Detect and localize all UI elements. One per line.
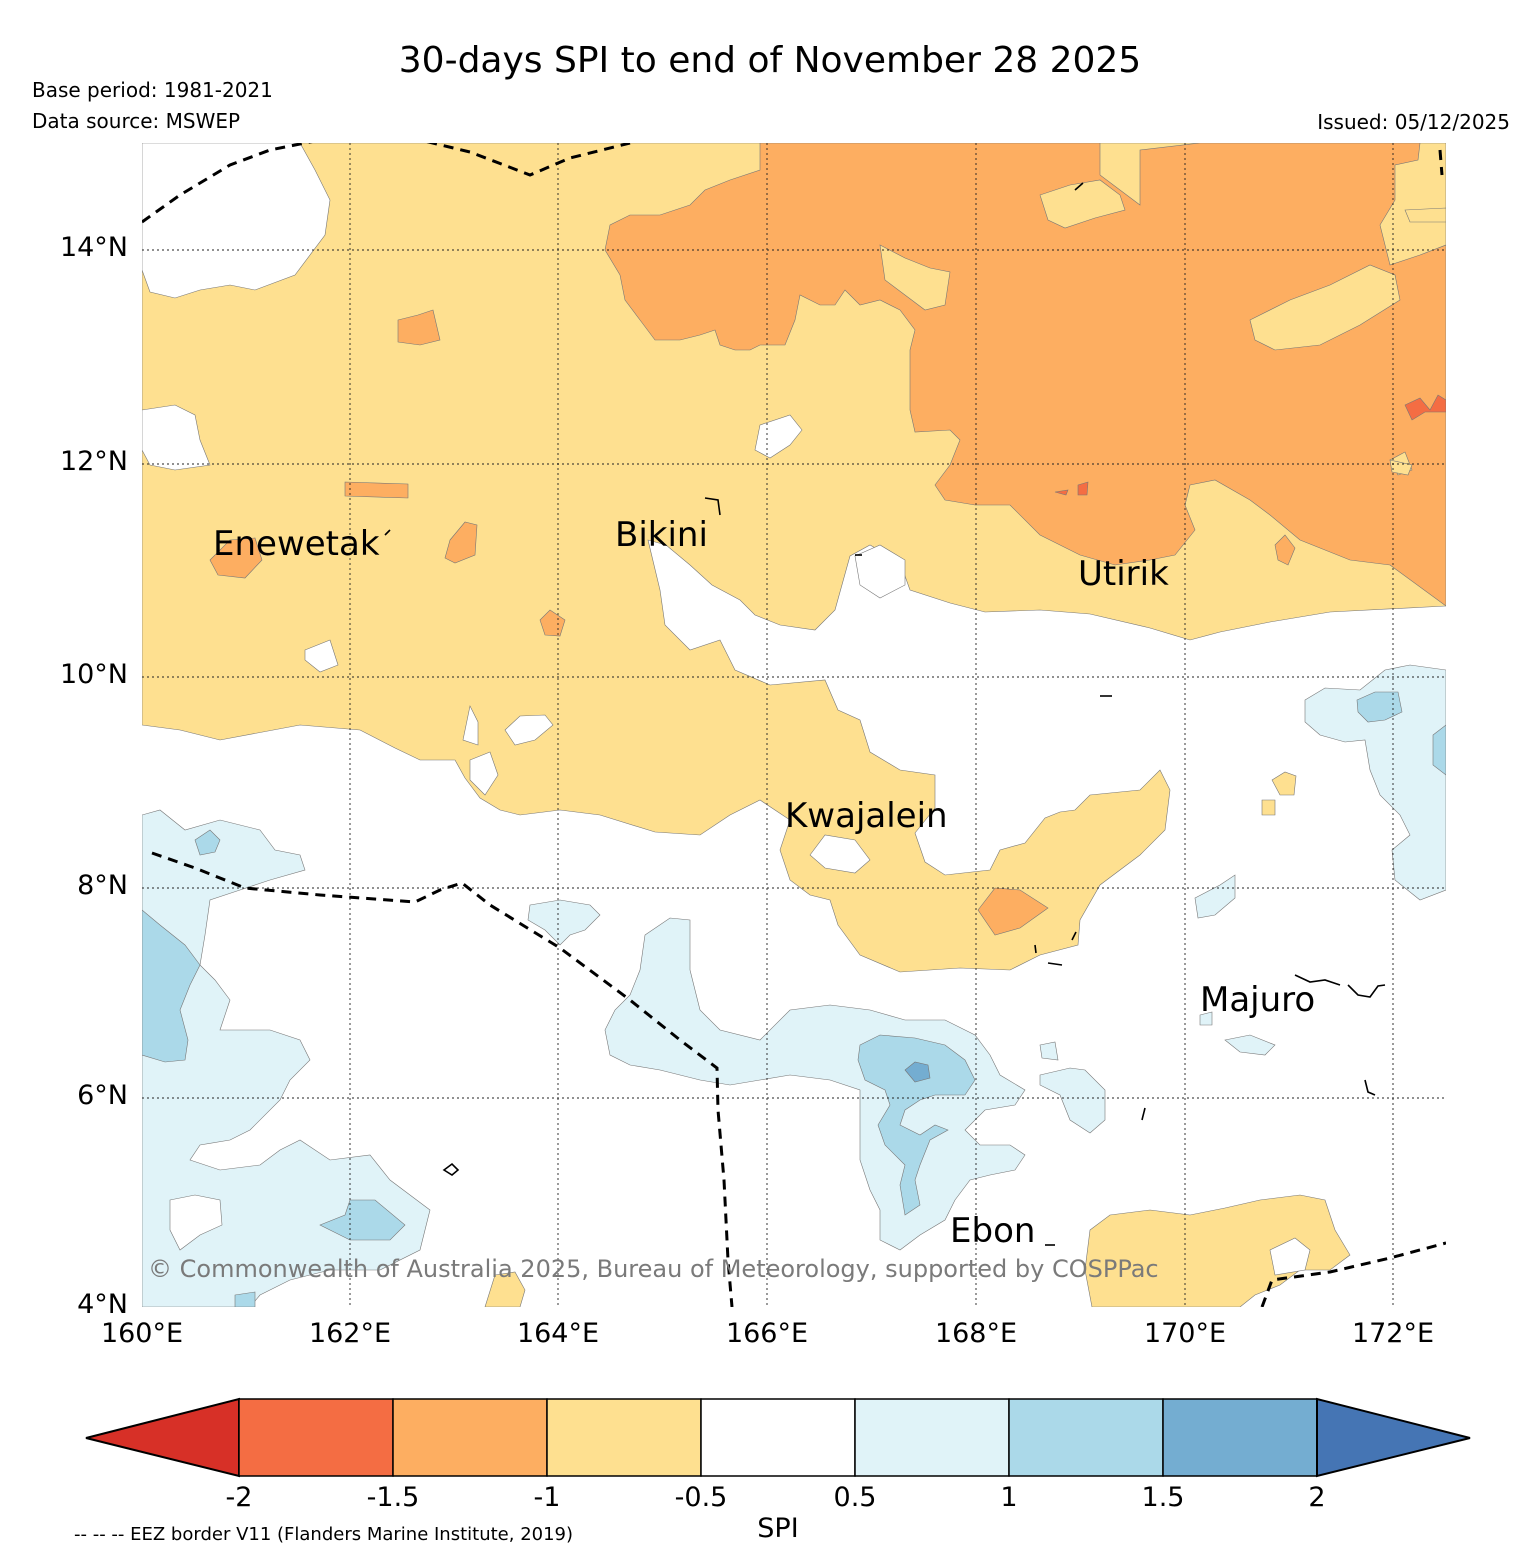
spi-patch-red bbox=[1077, 481, 1089, 496]
spi-hole bbox=[304, 639, 339, 673]
colorbar-tick-2: 2 bbox=[1308, 1482, 1326, 1513]
spi-patch bbox=[539, 609, 566, 637]
spi-hole bbox=[142, 404, 211, 471]
lat-label-6n: 6°N bbox=[77, 1080, 128, 1111]
colorbar-tick-1.5: 1.5 bbox=[1141, 1482, 1185, 1513]
colorbar-tick-neg2: -2 bbox=[225, 1482, 253, 1513]
spi-patch bbox=[209, 537, 263, 579]
spi-patch bbox=[1271, 771, 1297, 796]
spi-hole bbox=[462, 705, 479, 746]
lat-label-14n: 14°N bbox=[59, 232, 128, 263]
colorbar-tick-neg1: -1 bbox=[533, 1482, 561, 1513]
spi-patch bbox=[1389, 459, 1413, 476]
spi-hole bbox=[169, 1194, 223, 1251]
spi-island bbox=[1039, 179, 1126, 229]
spi-patch bbox=[484, 1271, 526, 1307]
spi-hole bbox=[469, 751, 499, 796]
spi-island bbox=[879, 244, 951, 311]
spi-patch bbox=[444, 521, 478, 564]
spi-patch bbox=[977, 887, 1049, 936]
colorbar-tick-neg0.5: -0.5 bbox=[674, 1482, 728, 1513]
spi-island bbox=[1404, 207, 1446, 223]
spi-region-yellow-south bbox=[1084, 1194, 1351, 1307]
lon-label-172e: 172°E bbox=[1351, 1318, 1435, 1349]
colorbar-tick-1: 1 bbox=[1000, 1482, 1018, 1513]
atoll-outlines bbox=[384, 182, 1386, 1246]
data-source-note: Data source: MSWEP bbox=[32, 109, 241, 133]
issued-date: Issued: 05/12/2025 bbox=[1317, 110, 1510, 134]
lon-label-168e: 168°E bbox=[934, 1318, 1018, 1349]
spi-region-blue-central-strong bbox=[857, 1034, 976, 1216]
spi-patch bbox=[1432, 724, 1446, 776]
lon-label-166e: 166°E bbox=[725, 1318, 809, 1349]
spi-patch bbox=[1356, 691, 1403, 723]
spi-hole bbox=[504, 714, 554, 746]
spi-patch bbox=[527, 899, 601, 946]
spi-patch bbox=[319, 1199, 406, 1241]
spi-hole bbox=[809, 834, 871, 874]
lon-label-164e: 164°E bbox=[516, 1318, 600, 1349]
spi-hole bbox=[754, 414, 803, 459]
spi-hole bbox=[142, 143, 331, 299]
spi-island bbox=[1249, 264, 1401, 351]
lat-label-12n: 12°N bbox=[59, 446, 128, 477]
place-ebon: Ebon bbox=[950, 1211, 1036, 1251]
base-period-note: Base period: 1981-2021 bbox=[32, 78, 273, 102]
lat-label-8n: 8°N bbox=[77, 870, 128, 901]
spi-patch bbox=[1224, 1034, 1276, 1056]
colorbar-title: SPI bbox=[757, 1513, 799, 1544]
place-bikini: Bikini bbox=[615, 515, 708, 555]
place-majuro: Majuro bbox=[1200, 980, 1316, 1020]
spi-hole bbox=[854, 544, 906, 599]
eez-border-note: -- -- -- EEZ border V11 (Flanders Marine… bbox=[74, 1524, 574, 1545]
lat-label-4n: 4°N bbox=[77, 1289, 128, 1320]
place-enewetak: Enewetak bbox=[213, 524, 380, 564]
spi-region-orange-northeast bbox=[604, 143, 1446, 607]
spi-patch bbox=[1039, 1041, 1059, 1061]
lon-label-170e: 170°E bbox=[1143, 1318, 1227, 1349]
place-utirik: Utirik bbox=[1078, 554, 1169, 594]
spi-region-blue-west bbox=[142, 809, 431, 1307]
spi-patch bbox=[1039, 1067, 1106, 1134]
map-gridlines bbox=[142, 143, 1446, 1307]
spi-patch-red bbox=[1404, 394, 1446, 421]
spi-patch-red bbox=[1054, 489, 1069, 496]
lat-label-10n: 10°N bbox=[59, 659, 128, 690]
spi-patch bbox=[1274, 534, 1296, 566]
spi-patch bbox=[1194, 874, 1236, 919]
lon-label-162e: 162°E bbox=[308, 1318, 392, 1349]
colorbar-tick-0.5: 0.5 bbox=[833, 1482, 877, 1513]
map-title: 30-days SPI to end of November 28 2025 bbox=[398, 40, 1142, 81]
place-kwajalein: Kwajalein bbox=[785, 796, 948, 836]
eez-borders bbox=[142, 143, 1446, 1307]
spi-patch bbox=[1261, 799, 1276, 816]
spi-region-blue-east bbox=[1304, 664, 1446, 901]
spi-patch bbox=[397, 309, 441, 346]
spi-patch bbox=[1199, 1011, 1213, 1026]
copyright-notice: © Commonwealth of Australia 2025, Bureau… bbox=[148, 1255, 1159, 1283]
colorbar-tick-neg1.5: -1.5 bbox=[366, 1482, 420, 1513]
spi-region-blue-central bbox=[604, 917, 1026, 1251]
spi-patch bbox=[194, 829, 221, 856]
lon-label-160e: 160°E bbox=[100, 1318, 184, 1349]
spi-hole bbox=[1269, 1237, 1311, 1276]
spi-patch bbox=[234, 1291, 256, 1307]
spi-region-blue-west-strong bbox=[142, 909, 201, 1063]
spi-patch bbox=[344, 481, 409, 499]
spi-patch-deep-blue bbox=[904, 1061, 931, 1083]
spi-map-field bbox=[142, 143, 1446, 1307]
